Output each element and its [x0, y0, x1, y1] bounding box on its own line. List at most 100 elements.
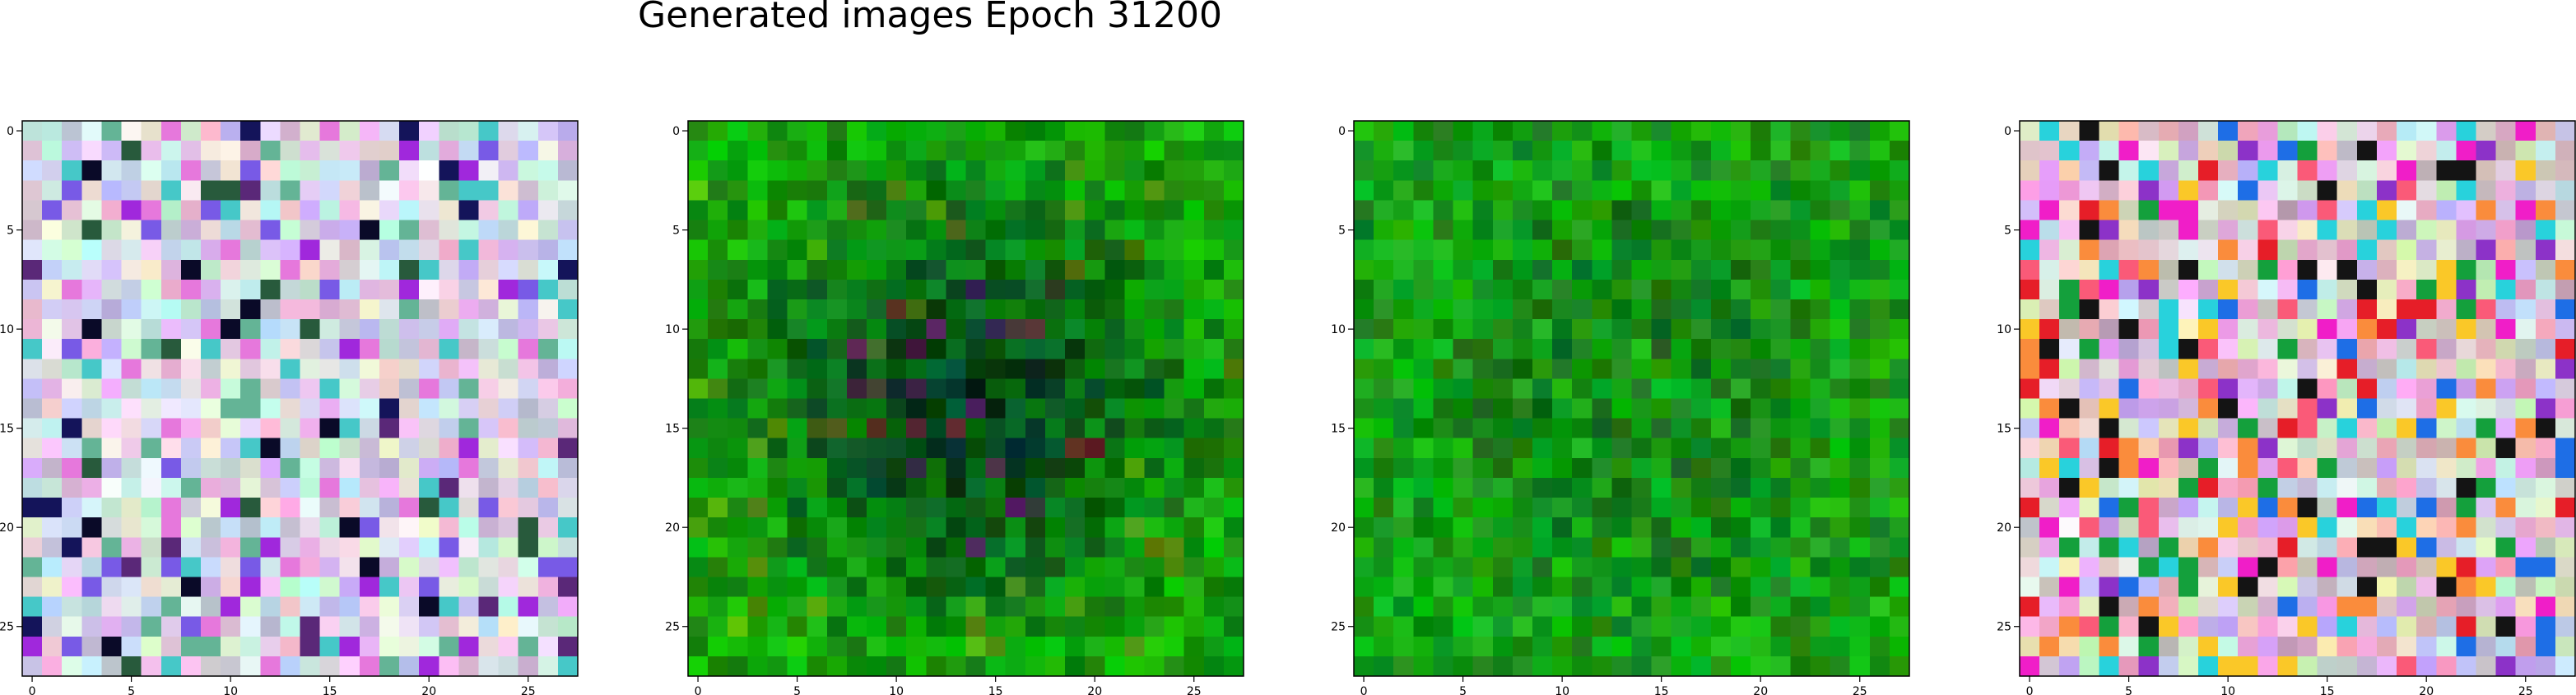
- pixel: [1492, 279, 1514, 300]
- pixel: [2456, 299, 2477, 320]
- pixel: [101, 517, 123, 538]
- pixel: [537, 438, 559, 459]
- pixel: [1374, 457, 1394, 479]
- pixel: [2356, 398, 2378, 419]
- pixel: [221, 457, 241, 479]
- pixel: [22, 279, 43, 300]
- pixel: [280, 498, 301, 518]
- pixel: [906, 398, 927, 419]
- pixel: [2555, 121, 2576, 141]
- pixel: [1790, 359, 1811, 379]
- pixel: [2099, 279, 2120, 300]
- pixel: [1790, 378, 1811, 400]
- pixel: [2297, 596, 2318, 618]
- pixel: [2317, 636, 2338, 657]
- pixel: [1710, 141, 1732, 161]
- pixel: [1790, 319, 1811, 340]
- pixel: [1393, 636, 1414, 657]
- pixel: [965, 279, 987, 300]
- pixel: [2238, 557, 2258, 578]
- pixel: [339, 299, 360, 320]
- pixel: [1512, 299, 1533, 320]
- pixel: [1354, 577, 1374, 598]
- pixel: [280, 477, 301, 498]
- pixel: [478, 299, 500, 320]
- pixel: [2059, 498, 2080, 518]
- pixel: [2456, 457, 2477, 479]
- pixel: [1183, 557, 1205, 578]
- pixel: [339, 557, 360, 578]
- pixel: [260, 378, 281, 400]
- pixel: [1512, 180, 1533, 202]
- pixel: [458, 359, 480, 379]
- pixel: [728, 656, 748, 677]
- pixel: [1393, 537, 1414, 558]
- pixel: [42, 457, 63, 479]
- pixel: [1164, 319, 1185, 340]
- pixel: [1025, 279, 1046, 300]
- pixel: [458, 339, 480, 359]
- pixel: [2337, 141, 2358, 161]
- pixel: [1810, 438, 1831, 459]
- pixel: [399, 438, 420, 459]
- pixel: [439, 418, 459, 439]
- pixel: [1354, 239, 1374, 261]
- pixel: [2118, 438, 2140, 459]
- pixel: [2138, 537, 2160, 558]
- pixel: [2297, 616, 2318, 637]
- pixel: [160, 616, 182, 637]
- pixel: [1164, 220, 1185, 241]
- pixel: [240, 636, 261, 657]
- pixel: [101, 616, 123, 637]
- pixel: [2317, 438, 2338, 459]
- pixel: [985, 359, 1007, 379]
- pixel: [1552, 537, 1573, 558]
- pixel: [866, 517, 887, 538]
- pixel: [2456, 259, 2477, 280]
- pixel: [1710, 457, 1732, 479]
- pixel: [1810, 418, 1831, 439]
- pixel: [1512, 577, 1533, 598]
- pixel: [2356, 359, 2378, 379]
- pixel: [1453, 200, 1474, 221]
- pixel: [1354, 121, 1374, 141]
- pixel: [319, 418, 341, 439]
- pixel: [787, 220, 808, 241]
- pixel: [2059, 180, 2080, 202]
- pixel: [2039, 596, 2060, 618]
- pixel: [2337, 457, 2358, 479]
- pixel: [1065, 239, 1086, 261]
- pixel: [926, 220, 946, 241]
- pixel: [2436, 616, 2457, 637]
- pixel: [747, 517, 769, 538]
- pixel: [728, 279, 748, 300]
- y-tick-label: 15: [1331, 423, 1346, 436]
- pixel: [1413, 378, 1434, 400]
- pixel: [1710, 220, 1732, 241]
- pixel: [1044, 160, 1066, 181]
- pixel: [1433, 577, 1454, 598]
- pixel: [866, 498, 887, 518]
- pixel: [846, 378, 867, 400]
- pixel: [399, 557, 420, 578]
- pixel: [2376, 180, 2397, 202]
- pixel: [1025, 319, 1046, 340]
- pixel: [439, 259, 459, 280]
- pixel: [886, 616, 907, 637]
- pixel: [1651, 418, 1672, 439]
- pixel: [985, 398, 1007, 419]
- pixel: [339, 279, 360, 300]
- pixel: [1413, 418, 1434, 439]
- pixel: [478, 359, 500, 379]
- pixel: [379, 378, 400, 400]
- pixel: [200, 398, 221, 419]
- pixel: [1631, 220, 1653, 241]
- pixel: [1512, 259, 1533, 280]
- pixel: [2515, 121, 2536, 141]
- pixel: [906, 596, 927, 618]
- pixel: [498, 656, 519, 677]
- pixel: [906, 359, 927, 379]
- pixel: [439, 319, 459, 340]
- pixel: [2397, 398, 2417, 419]
- pixel: [537, 180, 559, 202]
